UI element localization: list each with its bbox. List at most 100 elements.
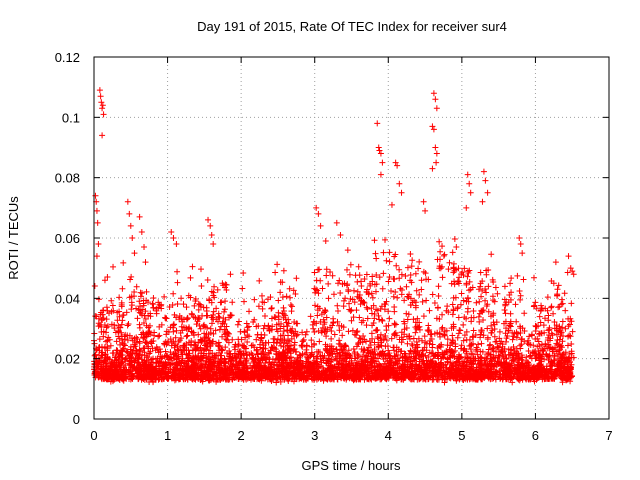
data-point xyxy=(521,310,528,317)
data-point xyxy=(259,305,266,312)
data-point xyxy=(435,292,442,299)
data-point xyxy=(356,368,363,375)
data-point xyxy=(475,341,482,348)
data-point xyxy=(202,334,209,341)
data-point xyxy=(473,299,480,306)
data-point xyxy=(330,367,337,374)
data-point xyxy=(336,277,343,284)
data-point xyxy=(266,350,273,357)
data-point xyxy=(502,302,509,309)
data-point xyxy=(396,266,403,273)
data-point xyxy=(407,272,414,279)
data-point xyxy=(388,287,395,294)
data-point xyxy=(163,315,170,322)
data-point xyxy=(463,281,470,288)
data-point xyxy=(437,248,444,255)
data-point xyxy=(496,328,503,335)
data-point xyxy=(440,252,447,259)
data-point xyxy=(564,269,571,276)
data-point xyxy=(314,312,321,319)
data-point xyxy=(119,312,126,319)
data-point xyxy=(430,367,437,374)
data-point xyxy=(513,318,520,325)
data-point xyxy=(390,293,397,300)
data-point xyxy=(551,360,558,367)
data-point xyxy=(128,306,135,313)
data-point xyxy=(128,273,135,280)
data-point xyxy=(503,335,510,342)
data-point xyxy=(460,321,467,328)
data-point xyxy=(225,339,232,346)
data-point xyxy=(110,263,117,270)
data-point xyxy=(501,283,508,290)
data-point xyxy=(286,285,293,292)
data-point xyxy=(477,269,484,276)
data-point xyxy=(103,316,110,323)
data-point xyxy=(264,354,271,361)
data-point xyxy=(155,333,162,340)
data-point xyxy=(227,271,234,278)
data-point xyxy=(103,338,110,345)
data-point xyxy=(439,274,446,281)
data-point xyxy=(530,274,537,281)
data-point xyxy=(369,273,376,280)
data-point xyxy=(116,294,123,301)
data-point xyxy=(319,285,326,292)
data-point xyxy=(458,290,465,297)
data-point xyxy=(513,334,520,341)
data-point xyxy=(311,328,318,335)
data-point xyxy=(429,291,436,298)
data-point xyxy=(127,276,134,283)
data-point xyxy=(280,328,287,335)
data-point xyxy=(418,286,425,293)
data-point xyxy=(424,327,431,334)
data-point xyxy=(427,358,434,365)
data-point xyxy=(379,285,386,292)
data-point xyxy=(568,361,575,368)
data-point xyxy=(120,259,127,266)
data-point xyxy=(377,362,384,369)
grid xyxy=(94,57,609,419)
data-point xyxy=(540,322,547,329)
data-point xyxy=(455,314,462,321)
data-point xyxy=(106,370,113,377)
data-point xyxy=(119,358,126,365)
data-point xyxy=(355,263,362,270)
data-point xyxy=(367,342,374,349)
data-point xyxy=(358,283,365,290)
data-point xyxy=(420,313,427,320)
data-point xyxy=(489,375,496,382)
data-point xyxy=(187,274,194,281)
data-point xyxy=(475,313,482,320)
data-point xyxy=(451,236,458,243)
data-point xyxy=(404,359,411,366)
data-point xyxy=(507,280,514,287)
data-point xyxy=(204,276,211,283)
data-point xyxy=(545,356,552,363)
data-point xyxy=(277,289,284,296)
data-point xyxy=(466,278,473,285)
data-point xyxy=(429,363,436,370)
data-point xyxy=(183,333,190,340)
data-point xyxy=(391,304,398,311)
data-point xyxy=(277,342,284,349)
data-point xyxy=(215,339,222,346)
data-point xyxy=(508,360,515,367)
data-point xyxy=(379,317,386,324)
data-point xyxy=(257,374,264,381)
data-point xyxy=(150,294,157,301)
data-point xyxy=(371,237,378,244)
data-point xyxy=(268,305,275,312)
data-point xyxy=(92,351,99,358)
data-point xyxy=(311,269,318,276)
data-point xyxy=(95,296,102,303)
data-point xyxy=(564,342,571,349)
data-point xyxy=(317,277,324,284)
data-point xyxy=(386,315,393,322)
data-point xyxy=(420,360,427,367)
data-point xyxy=(197,301,204,308)
data-point xyxy=(373,326,380,333)
data-point xyxy=(501,307,508,314)
data-point xyxy=(198,283,205,290)
data-point xyxy=(524,340,531,347)
